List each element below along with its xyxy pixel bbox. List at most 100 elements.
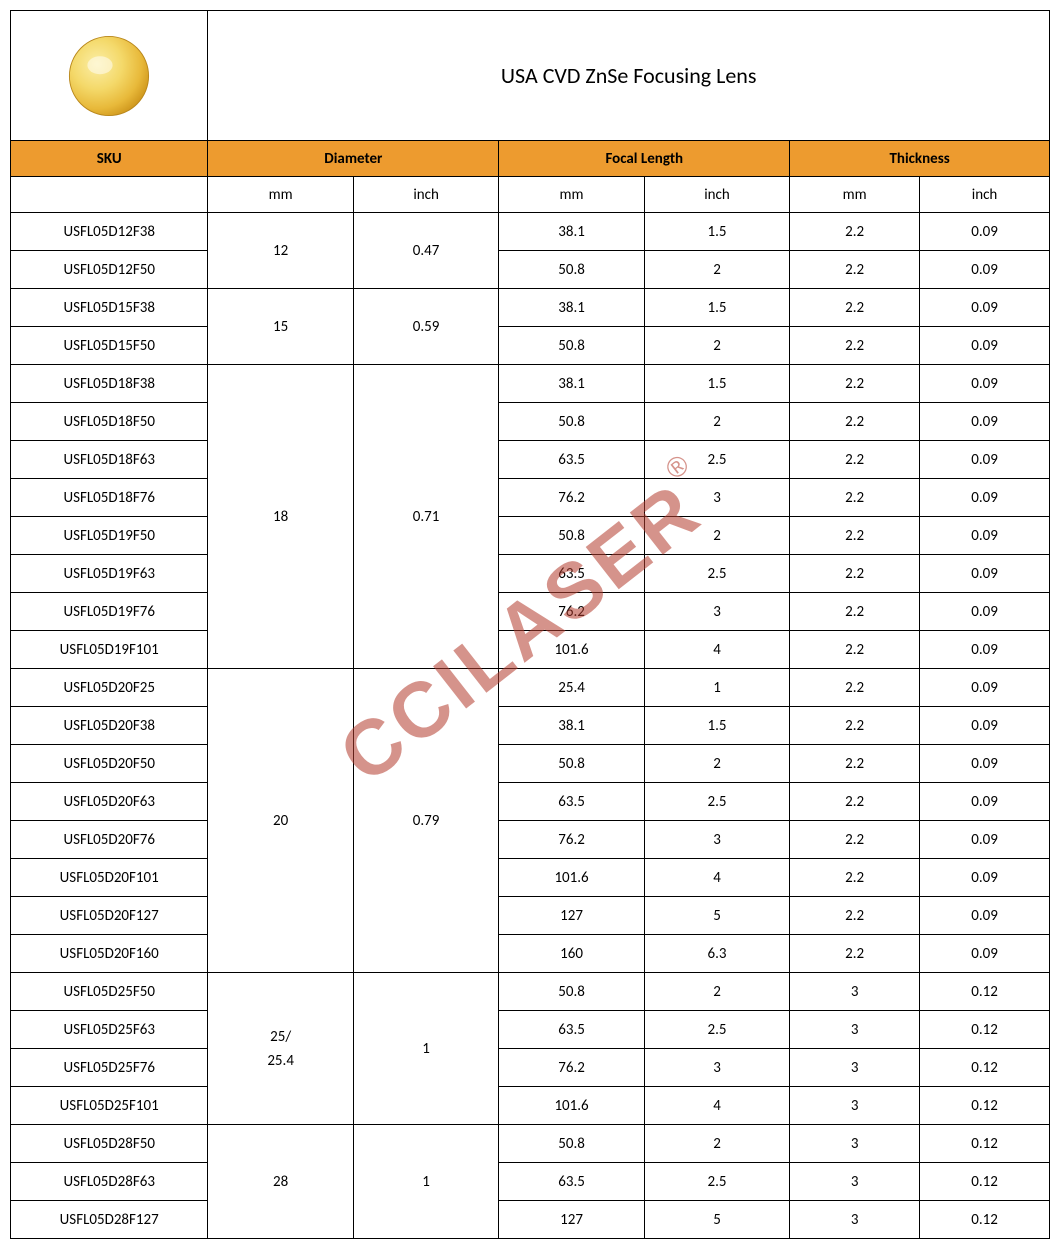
cell-thick-in: 0.09 (920, 365, 1050, 403)
cell-thick-mm: 3 (790, 1087, 920, 1125)
cell-sku: USFL05D20F127 (11, 897, 208, 935)
cell-dia-in: 1 (353, 1125, 498, 1239)
unit-foc-mm: mm (499, 177, 644, 213)
cell-thick-mm: 2.2 (790, 327, 920, 365)
header-diameter: Diameter (208, 141, 499, 177)
cell-focal-in: 3 (644, 479, 789, 517)
cell-thick-in: 0.12 (920, 1125, 1050, 1163)
cell-dia-mm: 12 (208, 213, 353, 289)
cell-sku: USFL05D25F63 (11, 1011, 208, 1049)
table-row: USFL05D15F5050.822.20.09 (11, 327, 1050, 365)
cell-dia-in: 0.47 (353, 213, 498, 289)
cell-thick-mm: 2.2 (790, 365, 920, 403)
cell-thick-in: 0.09 (920, 669, 1050, 707)
cell-dia-mm: 28 (208, 1125, 353, 1239)
cell-focal-mm: 127 (499, 1201, 644, 1239)
cell-thick-mm: 2.2 (790, 631, 920, 669)
cell-sku: USFL05D25F50 (11, 973, 208, 1011)
cell-thick-in: 0.09 (920, 593, 1050, 631)
cell-focal-mm: 63.5 (499, 783, 644, 821)
cell-sku: USFL05D12F50 (11, 251, 208, 289)
cell-focal-in: 2.5 (644, 1163, 789, 1201)
table-row: USFL05D20F101101.642.20.09 (11, 859, 1050, 897)
cell-focal-mm: 101.6 (499, 1087, 644, 1125)
table-row: USFL05D25F7676.2330.12 (11, 1049, 1050, 1087)
table-row: USFL05D25F6363.52.530.12 (11, 1011, 1050, 1049)
cell-thick-in: 0.09 (920, 441, 1050, 479)
cell-focal-mm: 76.2 (499, 821, 644, 859)
cell-focal-mm: 160 (499, 935, 644, 973)
page-container: USA CVD ZnSe Focusing Lens SKU Diameter … (10, 10, 1050, 1239)
cell-thick-mm: 2.2 (790, 213, 920, 251)
cell-thick-mm: 2.2 (790, 593, 920, 631)
table-row: USFL05D18F38180.7138.11.52.20.09 (11, 365, 1050, 403)
table-row: USFL05D20F3838.11.52.20.09 (11, 707, 1050, 745)
unit-blank (11, 177, 208, 213)
cell-thick-mm: 3 (790, 1049, 920, 1087)
header-sku: SKU (11, 141, 208, 177)
cell-thick-mm: 2.2 (790, 289, 920, 327)
cell-thick-mm: 2.2 (790, 251, 920, 289)
cell-focal-mm: 50.8 (499, 251, 644, 289)
cell-thick-in: 0.09 (920, 213, 1050, 251)
lens-icon (64, 31, 154, 121)
unit-row: mm inch mm inch mm inch (11, 177, 1050, 213)
cell-focal-mm: 101.6 (499, 631, 644, 669)
cell-thick-mm: 2.2 (790, 403, 920, 441)
cell-focal-in: 1.5 (644, 707, 789, 745)
cell-focal-in: 5 (644, 1201, 789, 1239)
cell-focal-mm: 76.2 (499, 593, 644, 631)
cell-sku: USFL05D15F50 (11, 327, 208, 365)
cell-sku: USFL05D19F63 (11, 555, 208, 593)
cell-thick-in: 0.09 (920, 631, 1050, 669)
table-row: USFL05D12F38120.4738.11.52.20.09 (11, 213, 1050, 251)
cell-focal-in: 1.5 (644, 289, 789, 327)
cell-focal-in: 6.3 (644, 935, 789, 973)
table-row: USFL05D20F12712752.20.09 (11, 897, 1050, 935)
cell-sku: USFL05D18F38 (11, 365, 208, 403)
cell-dia-mm: 25/ 25.4 (208, 973, 353, 1125)
table-row: USFL05D20F5050.822.20.09 (11, 745, 1050, 783)
cell-thick-in: 0.09 (920, 897, 1050, 935)
cell-sku: USFL05D28F127 (11, 1201, 208, 1239)
table-row: USFL05D18F5050.822.20.09 (11, 403, 1050, 441)
cell-focal-mm: 50.8 (499, 517, 644, 555)
cell-focal-in: 3 (644, 593, 789, 631)
cell-sku: USFL05D18F50 (11, 403, 208, 441)
cell-thick-in: 0.09 (920, 707, 1050, 745)
cell-thick-mm: 3 (790, 973, 920, 1011)
cell-focal-mm: 25.4 (499, 669, 644, 707)
cell-thick-mm: 2.2 (790, 669, 920, 707)
cell-focal-in: 1.5 (644, 213, 789, 251)
cell-thick-mm: 2.2 (790, 821, 920, 859)
table-row: USFL05D28F127127530.12 (11, 1201, 1050, 1239)
cell-focal-mm: 50.8 (499, 327, 644, 365)
cell-focal-in: 2 (644, 745, 789, 783)
cell-sku: USFL05D18F76 (11, 479, 208, 517)
cell-sku: USFL05D28F63 (11, 1163, 208, 1201)
table-row: USFL05D25F5025/ 25.4150.8230.12 (11, 973, 1050, 1011)
header-thickness: Thickness (790, 141, 1050, 177)
table-row: USFL05D19F6363.52.52.20.09 (11, 555, 1050, 593)
cell-sku: USFL05D20F101 (11, 859, 208, 897)
cell-focal-in: 1.5 (644, 365, 789, 403)
cell-focal-in: 5 (644, 897, 789, 935)
cell-focal-mm: 38.1 (499, 289, 644, 327)
cell-sku: USFL05D20F25 (11, 669, 208, 707)
cell-thick-mm: 3 (790, 1011, 920, 1049)
cell-focal-mm: 76.2 (499, 479, 644, 517)
cell-thick-in: 0.09 (920, 251, 1050, 289)
cell-focal-mm: 101.6 (499, 859, 644, 897)
cell-thick-mm: 2.2 (790, 783, 920, 821)
cell-dia-in: 0.79 (353, 669, 498, 973)
cell-thick-mm: 2.2 (790, 555, 920, 593)
cell-focal-mm: 127 (499, 897, 644, 935)
cell-focal-in: 2.5 (644, 783, 789, 821)
cell-focal-mm: 38.1 (499, 365, 644, 403)
cell-focal-mm: 38.1 (499, 707, 644, 745)
cell-focal-in: 2 (644, 517, 789, 555)
cell-sku: USFL05D25F101 (11, 1087, 208, 1125)
cell-focal-in: 2 (644, 973, 789, 1011)
cell-dia-mm: 18 (208, 365, 353, 669)
table-row: USFL05D20F7676.232.20.09 (11, 821, 1050, 859)
